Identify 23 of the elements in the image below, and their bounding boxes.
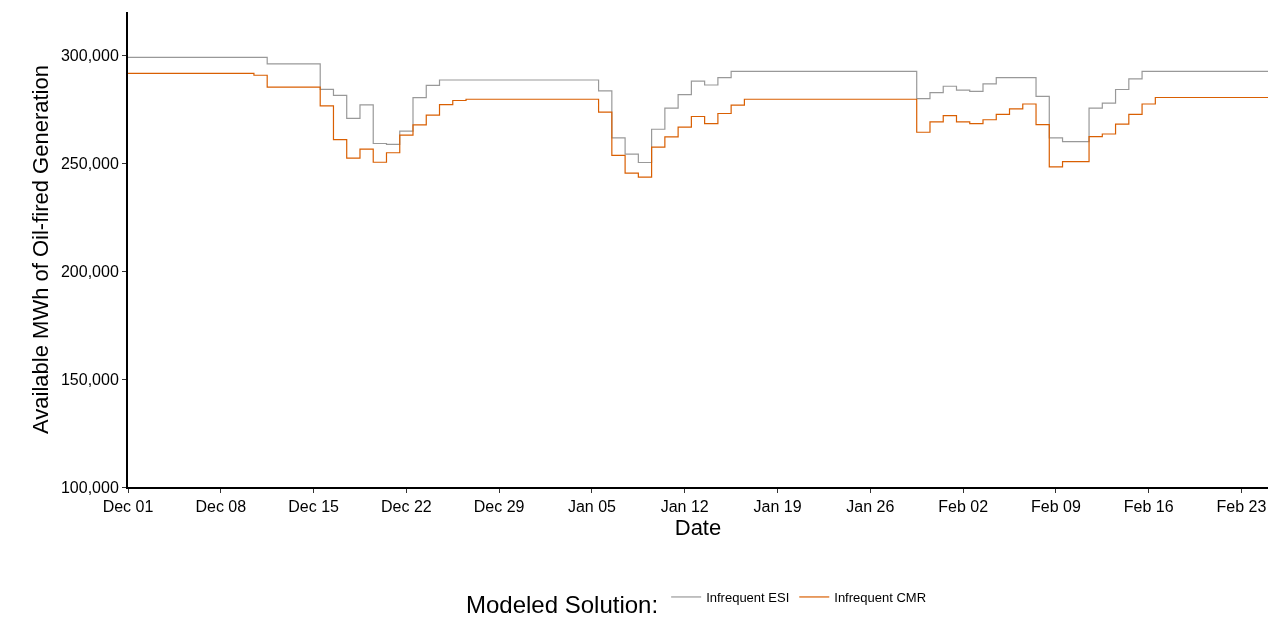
x-tick-label: Feb 23 [1216, 498, 1267, 516]
x-tick-label: Feb 16 [1123, 498, 1174, 516]
x-tick-label: Jan 26 [846, 498, 895, 516]
x-tick-label: Jan 05 [567, 498, 617, 516]
x-tick-label: Feb 02 [938, 498, 989, 516]
x-tick-label: Dec 08 [195, 498, 247, 516]
x-tick-label: Jan 12 [660, 498, 709, 516]
x-tick-label: Feb 09 [1031, 498, 1081, 516]
x-tick-label: Dec 29 [473, 498, 525, 516]
x-tick-label: Dec 01 [102, 498, 154, 516]
x-tick-label: Dec 22 [381, 498, 432, 516]
y-axis-title: Available MWh of Oil-fired Generation [28, 65, 54, 434]
legend-label: Infrequent ESI [706, 590, 790, 606]
y-tick-label: 250,000 [60, 154, 119, 172]
y-tick-label: 200,000 [60, 262, 119, 280]
y-tick-label: 150,000 [60, 370, 119, 388]
x-tick-label: Dec 15 [288, 498, 340, 516]
legend-title: Modeled Solution: [466, 591, 659, 619]
x-axis-title: Date [674, 515, 722, 541]
x-tick-label: Jan 19 [753, 498, 802, 516]
legend-label: Infrequent CMR [834, 590, 927, 606]
y-tick-label: 300,000 [60, 46, 119, 64]
y-tick-label: 100,000 [60, 478, 119, 496]
